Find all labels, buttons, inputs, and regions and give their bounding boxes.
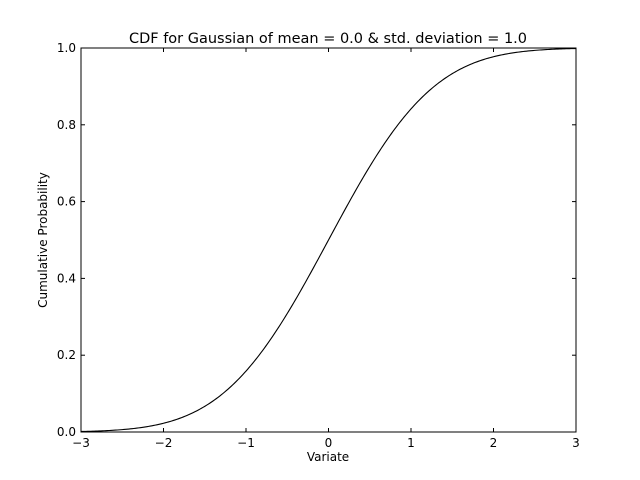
y-tick-label: 0.2 bbox=[57, 348, 76, 362]
cdf-line bbox=[80, 47, 577, 433]
y-tick-label: 1.0 bbox=[57, 41, 76, 55]
y-tick-label: 0.0 bbox=[57, 425, 76, 439]
chart-title: CDF for Gaussian of mean = 0.0 & std. de… bbox=[129, 31, 527, 47]
y-tick-label: 0.8 bbox=[57, 118, 76, 132]
x-tick-label: −3 bbox=[72, 436, 90, 450]
x-tick-label: 2 bbox=[490, 436, 498, 450]
x-tick-label: −1 bbox=[237, 436, 255, 450]
y-axis-label: Cumulative Probability bbox=[36, 172, 50, 308]
x-axis-label: Variate bbox=[307, 450, 349, 464]
y-tick-label: 0.4 bbox=[57, 271, 76, 285]
x-tick-label: 3 bbox=[572, 436, 580, 450]
axis-ticks: −3 −2 −1 0 1 2 3 0.0 0.2 0.4 0.6 0.8 1.0 bbox=[57, 41, 580, 450]
y-tick-label: 0.6 bbox=[57, 195, 76, 209]
plot-frame bbox=[80, 47, 577, 433]
x-tick-label: 0 bbox=[325, 436, 333, 450]
x-tick-label: 1 bbox=[407, 436, 415, 450]
x-tick-label: −2 bbox=[155, 436, 173, 450]
